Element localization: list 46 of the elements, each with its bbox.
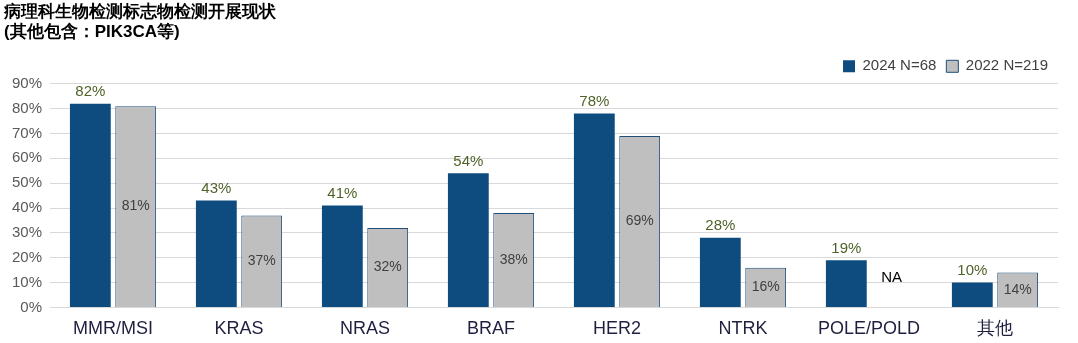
bar [699,237,741,307]
data-label: 10% [957,261,988,279]
data-label: 81% [121,197,150,214]
y-tick-label: 10% [11,272,43,290]
x-tick-label: MMR/MSI [73,318,154,339]
bar [825,260,867,307]
data-label: 28% [705,216,736,234]
data-label: 19% [831,238,862,256]
x-tick-label: POLE/POLD [817,318,921,339]
y-tick-label: 50% [11,173,43,191]
bar [951,282,993,307]
x-tick-label: 其他 [977,318,1013,339]
data-label: 82% [75,82,106,100]
legend-label: 2024 N=68 [862,56,937,74]
y-tick-label: 70% [11,123,43,141]
data-label: 32% [373,258,402,275]
y-tick-label: 90% [11,73,43,91]
text: NA [881,267,903,285]
bar [447,173,489,307]
data-label: 14% [1003,280,1032,297]
x-tick-label: BRAF [467,318,516,339]
y-tick-label: 0% [20,297,43,315]
x-tick-label: KRAS [214,318,264,339]
data-label: 16% [751,278,780,295]
bar [321,205,363,307]
y-tick-label: 30% [11,223,43,241]
legend-label: 2022 N=219 [965,56,1048,74]
x-tick-label: NRAS [340,318,391,339]
x-tick-label: NTRK [718,318,768,339]
y-tick-label: 60% [11,148,43,166]
bar [69,103,111,307]
y-tick-label: 80% [11,98,43,116]
data-label: 38% [499,250,528,267]
bar [573,113,615,307]
data-label: 69% [625,212,654,229]
data-label: 54% [453,151,484,169]
data-label: 43% [201,179,232,197]
data-label: 41% [327,184,358,202]
chart-title: 病理科生物检测标志物检测开展现状 [3,1,277,21]
data-label: 37% [247,252,276,269]
y-tick-label: 40% [11,198,43,216]
x-tick-label: HER2 [593,318,642,339]
bar [195,200,237,307]
chart-subtitle: (其他包含：PIK3CA等) [4,22,180,42]
data-label: 78% [579,92,610,110]
y-tick-label: 20% [11,247,43,265]
